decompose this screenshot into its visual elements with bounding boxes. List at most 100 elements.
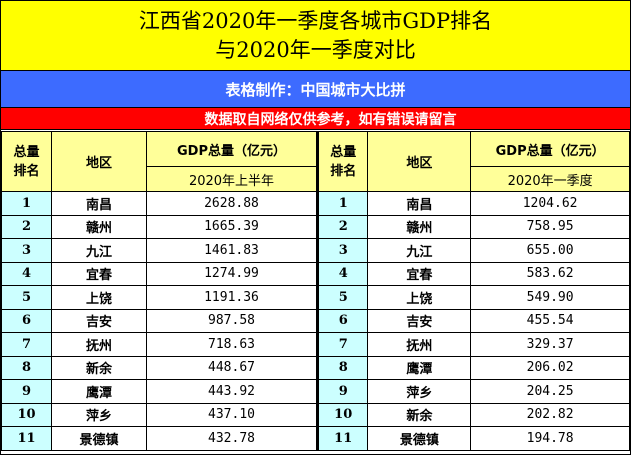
- table-row: 11 景德镇 432.78: [1, 426, 317, 451]
- city-cell: 吉安: [51, 308, 147, 333]
- rank-cell: 2: [1, 214, 52, 239]
- header-region: 地区: [51, 131, 147, 192]
- rank-cell: 10: [317, 402, 369, 427]
- rank-cell: 7: [1, 332, 52, 357]
- table-row: 9 萍乡 204.25: [317, 379, 630, 404]
- header-rank-line2: 排名: [330, 163, 357, 179]
- disclaimer-banner: 数据取自网络仅供参考，如有错误请留言: [1, 108, 630, 130]
- left-table-2020-h1: 总量 排名 地区 GDP总量（亿元） 2020年上半年 1 南昌 2628.88 2 赣…: [1, 131, 317, 451]
- city-cell: 景德镇: [51, 426, 147, 451]
- rank-cell: 4: [317, 261, 369, 286]
- rank-cell: 1: [1, 191, 52, 216]
- city-cell: 上饶: [367, 285, 472, 310]
- table-row: 4 宜春 583.62: [317, 261, 630, 286]
- table-row: 3 九江 1461.83: [1, 238, 317, 263]
- table-row: 9 鹰潭 443.92: [1, 379, 317, 404]
- table-row: 10 新余 202.82: [317, 402, 630, 427]
- gdp-cell: 206.02: [470, 355, 630, 380]
- table-row: 7 抚州 718.63: [1, 332, 317, 357]
- maker-banner: 表格制作：中国城市大比拼: [1, 71, 630, 108]
- header-rank: 总量 排名: [1, 131, 52, 192]
- city-cell: 新余: [51, 355, 147, 380]
- city-cell: 九江: [367, 238, 472, 263]
- rank-cell: 5: [1, 285, 52, 310]
- title-line-1: 江西省2020年一季度各城市GDP排名: [138, 8, 493, 33]
- table-row: 6 吉安 455.54: [317, 308, 630, 333]
- city-cell: 抚州: [367, 332, 472, 357]
- city-cell: 赣州: [51, 214, 147, 239]
- table-row: 1 南昌 2628.88: [1, 191, 317, 216]
- header-rank-line1: 总量: [13, 144, 40, 160]
- city-cell: 南昌: [367, 191, 472, 216]
- gdp-cell: 758.95: [470, 214, 630, 239]
- header-region: 地区: [367, 131, 472, 192]
- rank-cell: 6: [317, 308, 369, 333]
- right-table-2020-q1: 总量 排名 地区 GDP总量（亿元） 2020年一季度 1 南昌 1204.62 2 赣…: [317, 131, 630, 451]
- city-cell: 景德镇: [367, 426, 472, 451]
- gdp-cell: 455.54: [470, 308, 630, 333]
- city-cell: 吉安: [367, 308, 472, 333]
- gdp-cell: 329.37: [470, 332, 630, 357]
- gdp-cell: 2628.88: [146, 191, 317, 216]
- table-row: 8 鹰潭 206.02: [317, 355, 630, 380]
- rank-cell: 9: [1, 379, 52, 404]
- city-cell: 萍乡: [367, 379, 472, 404]
- header-period: 2020年一季度: [470, 166, 630, 192]
- header-rank-line2: 排名: [13, 163, 40, 179]
- rank-cell: 7: [317, 332, 369, 357]
- header-gdp: GDP总量（亿元）: [146, 131, 317, 167]
- gdp-cell: 1461.83: [146, 238, 317, 263]
- table-row: 5 上饶 1191.36: [1, 285, 317, 310]
- gdp-cell: 202.82: [470, 402, 630, 427]
- table-row: 5 上饶 549.90: [317, 285, 630, 310]
- table-row: 10 萍乡 437.10: [1, 402, 317, 427]
- table-row: 11 景德镇 194.78: [317, 426, 630, 451]
- table-row: 6 吉安 987.58: [1, 308, 317, 333]
- gdp-cell: 583.62: [470, 261, 630, 286]
- rank-cell: 5: [317, 285, 369, 310]
- city-cell: 宜春: [367, 261, 472, 286]
- city-cell: 宜春: [51, 261, 147, 286]
- gdp-cell: 1191.36: [146, 285, 317, 310]
- table-row: 3 九江 655.00: [317, 238, 630, 263]
- rank-cell: 3: [317, 238, 369, 263]
- gdp-cell: 432.78: [146, 426, 317, 451]
- table-row: 8 新余 448.67: [1, 355, 317, 380]
- gdp-cell: 718.63: [146, 332, 317, 357]
- title-banner: 江西省2020年一季度各城市GDP排名 与2020年一季度对比: [1, 1, 630, 71]
- city-cell: 赣州: [367, 214, 472, 239]
- header-period: 2020年上半年: [146, 166, 317, 192]
- city-cell: 上饶: [51, 285, 147, 310]
- gdp-cell: 437.10: [146, 402, 317, 427]
- rank-cell: 1: [317, 191, 369, 216]
- gdp-cell: 1665.39: [146, 214, 317, 239]
- rank-cell: 10: [1, 402, 52, 427]
- gdp-cell: 655.00: [470, 238, 630, 263]
- city-cell: 九江: [51, 238, 147, 263]
- header-rank-line1: 总量: [330, 144, 357, 160]
- title-line-2: 与2020年一季度对比: [215, 37, 416, 62]
- gdp-cell: 194.78: [470, 426, 630, 451]
- rank-cell: 8: [317, 355, 369, 380]
- table-row: 1 南昌 1204.62: [317, 191, 630, 216]
- city-cell: 鹰潭: [367, 355, 472, 380]
- city-cell: 萍乡: [51, 402, 147, 427]
- gdp-cell: 443.92: [146, 379, 317, 404]
- city-cell: 抚州: [51, 332, 147, 357]
- gdp-cell: 987.58: [146, 308, 317, 333]
- gdp-cell: 549.90: [470, 285, 630, 310]
- table-row: 4 宜春 1274.99: [1, 261, 317, 286]
- gdp-cell: 1204.62: [470, 191, 630, 216]
- city-cell: 新余: [367, 402, 472, 427]
- rank-cell: 3: [1, 238, 52, 263]
- gdp-cell: 448.67: [146, 355, 317, 380]
- rank-cell: 11: [317, 426, 369, 451]
- rank-cell: 4: [1, 261, 52, 286]
- table-row: 2 赣州 1665.39: [1, 214, 317, 239]
- city-cell: 南昌: [51, 191, 147, 216]
- gdp-cell: 204.25: [470, 379, 630, 404]
- table-row: 7 抚州 329.37: [317, 332, 630, 357]
- rank-cell: 11: [1, 426, 52, 451]
- city-cell: 鹰潭: [51, 379, 147, 404]
